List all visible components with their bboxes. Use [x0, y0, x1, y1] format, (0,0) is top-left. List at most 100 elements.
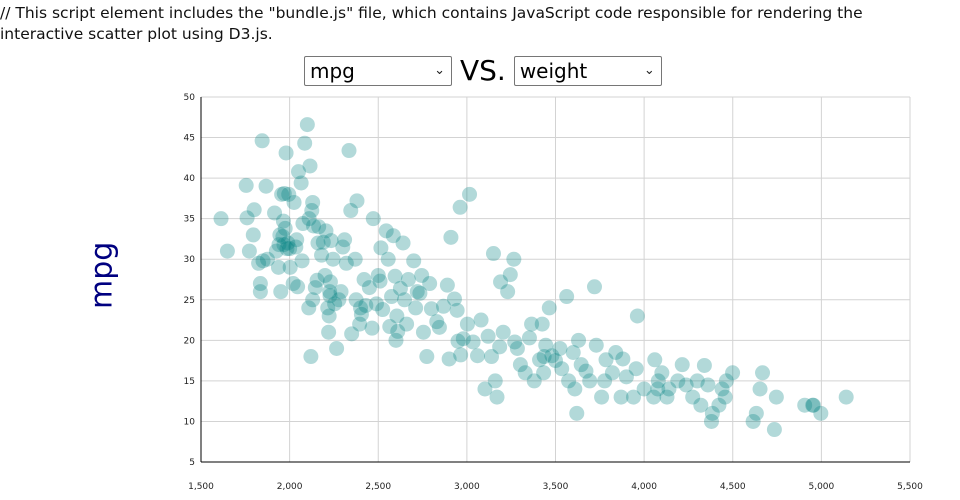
data-point[interactable] — [718, 373, 734, 389]
data-point[interactable] — [711, 397, 727, 413]
data-point[interactable] — [565, 345, 581, 360]
data-point[interactable] — [370, 267, 386, 283]
data-point[interactable] — [500, 284, 516, 300]
data-point[interactable] — [305, 292, 321, 308]
data-point[interactable] — [766, 422, 782, 438]
data-point[interactable] — [480, 328, 496, 344]
data-point[interactable] — [752, 381, 768, 397]
data-point[interactable] — [238, 177, 254, 193]
data-point[interactable] — [285, 276, 301, 292]
data-point[interactable] — [289, 232, 305, 248]
data-point[interactable] — [506, 251, 522, 267]
data-point[interactable] — [252, 284, 268, 300]
data-point[interactable] — [318, 223, 334, 239]
data-point[interactable] — [502, 267, 518, 283]
data-point[interactable] — [646, 389, 662, 405]
data-point[interactable] — [329, 340, 345, 356]
data-point[interactable] — [293, 175, 309, 191]
data-point[interactable] — [598, 352, 614, 368]
data-point[interactable] — [301, 211, 317, 227]
data-point[interactable] — [650, 373, 666, 389]
data-point[interactable] — [347, 251, 363, 267]
data-point[interactable] — [567, 381, 583, 397]
data-point[interactable] — [594, 389, 610, 405]
data-point[interactable] — [703, 413, 719, 429]
data-point[interactable] — [544, 348, 560, 364]
data-point[interactable] — [245, 227, 261, 243]
data-point[interactable] — [517, 365, 533, 381]
data-point[interactable] — [650, 381, 666, 397]
data-point[interactable] — [670, 373, 686, 389]
data-point[interactable] — [268, 243, 284, 259]
data-point[interactable] — [674, 357, 690, 373]
data-point[interactable] — [302, 158, 318, 174]
data-point[interactable] — [485, 246, 501, 262]
data-point[interactable] — [415, 324, 431, 340]
data-point[interactable] — [507, 334, 523, 350]
data-point[interactable] — [414, 267, 430, 283]
data-point[interactable] — [356, 272, 372, 287]
data-point[interactable] — [597, 373, 613, 389]
data-point[interactable] — [439, 277, 455, 293]
data-point[interactable] — [314, 247, 330, 263]
data-point[interactable] — [372, 273, 388, 289]
data-point[interactable] — [322, 274, 338, 290]
data-point[interactable] — [323, 233, 339, 249]
data-point[interactable] — [400, 272, 416, 287]
data-point[interactable] — [455, 331, 471, 347]
data-point[interactable] — [337, 232, 353, 248]
data-point[interactable] — [462, 186, 478, 202]
data-point[interactable] — [365, 211, 381, 227]
data-point[interactable] — [304, 203, 320, 219]
data-point[interactable] — [554, 361, 570, 377]
data-point[interactable] — [647, 352, 663, 368]
data-point[interactable] — [301, 300, 317, 316]
data-point[interactable] — [254, 133, 270, 149]
data-point[interactable] — [361, 280, 377, 296]
data-point[interactable] — [213, 211, 229, 227]
data-point[interactable] — [239, 210, 255, 226]
data-point[interactable] — [310, 235, 326, 251]
data-point[interactable] — [465, 334, 481, 350]
data-point[interactable] — [259, 251, 275, 267]
data-point[interactable] — [276, 186, 292, 202]
data-point[interactable] — [536, 349, 552, 365]
data-point[interactable] — [431, 319, 447, 335]
data-point[interactable] — [409, 284, 425, 300]
data-point[interactable] — [219, 243, 235, 259]
data-point[interactable] — [373, 240, 389, 256]
data-point[interactable] — [571, 332, 587, 348]
data-point[interactable] — [588, 337, 604, 353]
data-point[interactable] — [282, 259, 298, 275]
data-point[interactable] — [748, 405, 764, 421]
data-point[interactable] — [311, 219, 327, 235]
data-point[interactable] — [333, 284, 349, 300]
data-point[interactable] — [693, 397, 709, 413]
data-point[interactable] — [714, 381, 730, 397]
data-point[interactable] — [613, 389, 629, 405]
data-point[interactable] — [290, 279, 306, 295]
data-point[interactable] — [435, 298, 451, 314]
data-point[interactable] — [443, 229, 459, 245]
data-point[interactable] — [315, 234, 331, 250]
data-point[interactable] — [477, 381, 493, 397]
data-point[interactable] — [341, 143, 357, 159]
data-point[interactable] — [331, 292, 347, 308]
data-point[interactable] — [271, 237, 287, 253]
data-point[interactable] — [453, 347, 469, 363]
data-point[interactable] — [459, 316, 475, 332]
data-point[interactable] — [267, 205, 283, 221]
data-point[interactable] — [281, 186, 297, 202]
data-point[interactable] — [276, 237, 292, 253]
data-point[interactable] — [380, 251, 396, 267]
data-point[interactable] — [608, 345, 624, 360]
data-point[interactable] — [278, 145, 294, 161]
data-point[interactable] — [306, 218, 322, 234]
data-point[interactable] — [282, 241, 298, 257]
data-point[interactable] — [548, 353, 563, 369]
data-point[interactable] — [344, 326, 360, 342]
data-point[interactable] — [524, 316, 540, 332]
data-point[interactable] — [246, 202, 262, 218]
data-point[interactable] — [615, 351, 631, 367]
data-point[interactable] — [395, 235, 411, 251]
